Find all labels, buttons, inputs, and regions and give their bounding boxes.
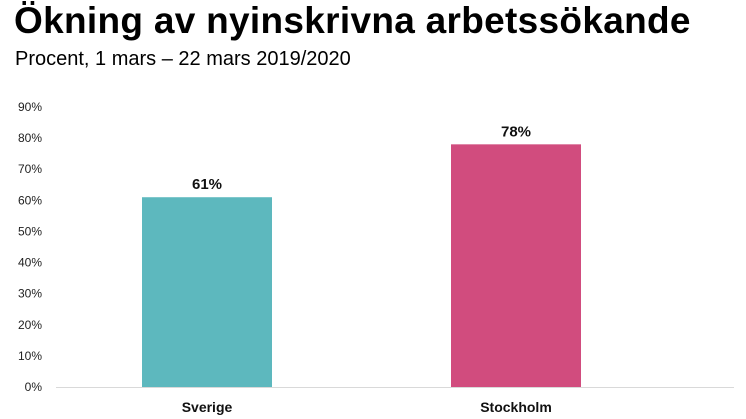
y-tick-label: 60% bbox=[18, 193, 42, 207]
y-tick-label: 70% bbox=[18, 162, 42, 176]
x-category-label: Sverige bbox=[182, 399, 233, 415]
y-tick-label: 50% bbox=[18, 224, 42, 238]
chart-title: Ökning av nyinskrivna arbetssökande bbox=[14, 0, 691, 41]
bar-stockholm bbox=[451, 144, 581, 387]
y-axis: 0% 10% 20% 30% 40% 50% 60% 70% 80% 90% bbox=[18, 100, 42, 394]
data-label: 61% bbox=[192, 176, 222, 193]
y-tick-label: 30% bbox=[18, 287, 42, 301]
y-tick-label: 20% bbox=[18, 318, 42, 332]
y-tick-label: 10% bbox=[18, 349, 42, 363]
bars-group: 61% 78% bbox=[142, 123, 581, 387]
y-tick-label: 90% bbox=[18, 100, 42, 114]
y-tick-label: 0% bbox=[25, 380, 43, 394]
chart-subtitle: Procent, 1 mars – 22 mars 2019/2020 bbox=[15, 48, 351, 70]
y-tick-label: 80% bbox=[18, 131, 42, 145]
x-axis: Sverige Stockholm bbox=[56, 387, 734, 415]
x-category-label: Stockholm bbox=[480, 399, 552, 415]
bar-sverige bbox=[142, 197, 272, 387]
y-tick-label: 40% bbox=[18, 256, 42, 270]
data-label: 78% bbox=[501, 123, 531, 140]
